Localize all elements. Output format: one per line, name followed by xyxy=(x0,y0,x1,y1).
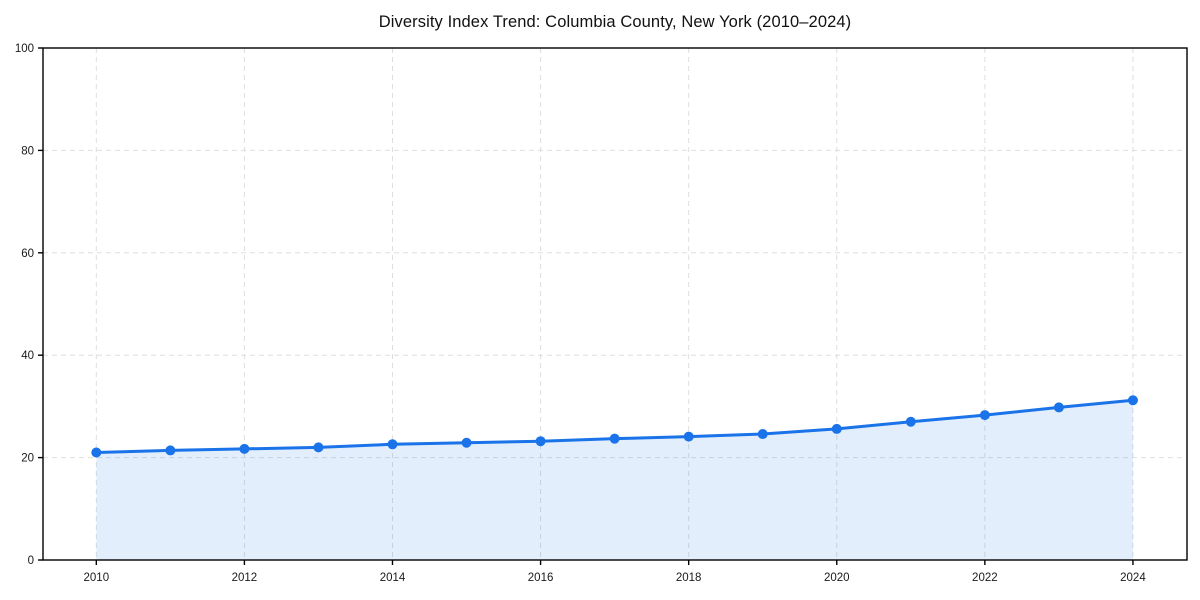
data-point xyxy=(979,410,990,421)
y-tick-label: 60 xyxy=(21,248,34,260)
y-tick-label: 40 xyxy=(21,350,34,362)
x-tick-label: 2014 xyxy=(380,572,406,584)
data-point xyxy=(313,442,324,453)
y-tick-label: 80 xyxy=(21,145,34,157)
y-tick-label: 20 xyxy=(21,453,34,465)
area-fill xyxy=(96,400,1133,560)
data-point xyxy=(1053,402,1064,413)
x-tick-label: 2020 xyxy=(824,572,850,584)
data-point xyxy=(239,443,250,454)
data-point xyxy=(683,431,694,442)
data-point xyxy=(91,447,102,458)
y-tick-label: 100 xyxy=(15,43,34,55)
x-tick-label: 2012 xyxy=(232,572,258,584)
data-point-markers xyxy=(91,395,1138,458)
data-point xyxy=(831,423,842,434)
data-point xyxy=(905,416,916,427)
y-axis: 0 20 40 60 80 100 xyxy=(15,43,43,567)
x-tick-label: 2010 xyxy=(84,572,110,584)
x-tick-label: 2024 xyxy=(1120,572,1146,584)
x-tick-label: 2022 xyxy=(972,572,998,584)
data-point xyxy=(387,439,398,450)
plot-frame xyxy=(42,47,1188,561)
x-axis: 2010 2012 2014 2016 2018 2020 2022 2024 xyxy=(84,560,1146,584)
data-point xyxy=(165,445,176,456)
data-point xyxy=(609,433,620,444)
x-tick-label: 2016 xyxy=(528,572,554,584)
chart-title: Diversity Index Trend: Columbia County, … xyxy=(378,13,852,31)
data-point xyxy=(461,437,472,448)
y-tick-label: 0 xyxy=(28,555,34,567)
data-point xyxy=(1127,395,1138,406)
x-tick-label: 2018 xyxy=(676,572,702,584)
data-point xyxy=(535,436,546,447)
data-point xyxy=(757,429,768,440)
